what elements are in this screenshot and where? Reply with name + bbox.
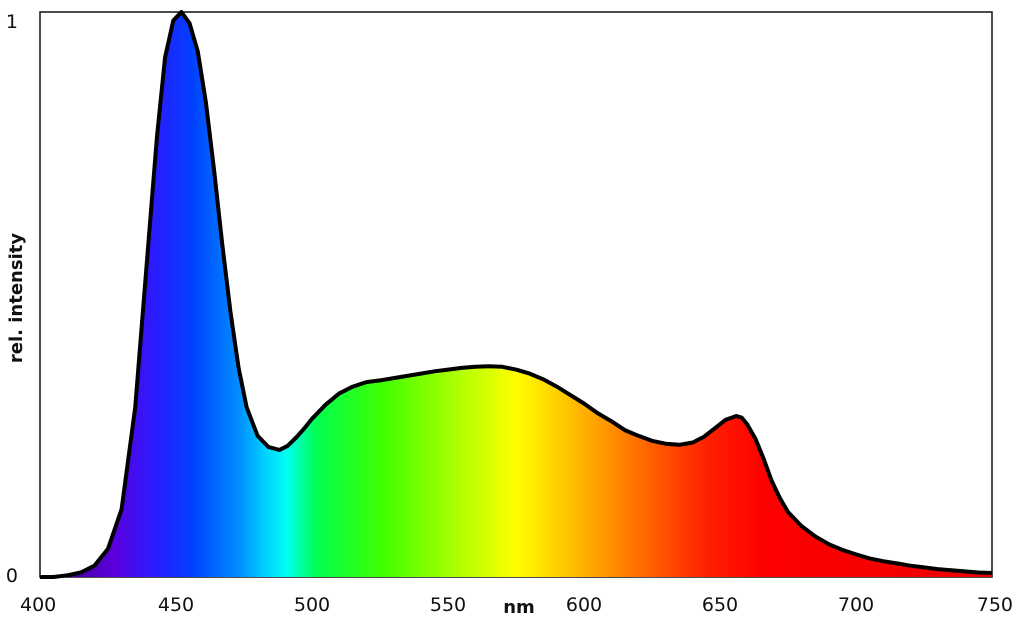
x-tick-label: 450 <box>158 594 194 616</box>
x-tick-label: 550 <box>430 594 466 616</box>
x-tick-label: 750 <box>977 594 1013 616</box>
x-tick-label: 400 <box>20 594 56 616</box>
spectrum-line <box>40 10 993 579</box>
y-axis-label: rel. intensity <box>6 233 27 363</box>
x-tick-label: 700 <box>838 594 874 616</box>
x-tick-label: 500 <box>294 594 330 616</box>
spectrum-area <box>40 12 992 577</box>
x-tick-label: 600 <box>566 594 602 616</box>
y-tick-label: 0 <box>6 565 18 587</box>
x-tick-label: 650 <box>702 594 738 616</box>
y-tick-label: 1 <box>6 11 18 33</box>
x-axis-label: nm <box>503 597 535 618</box>
